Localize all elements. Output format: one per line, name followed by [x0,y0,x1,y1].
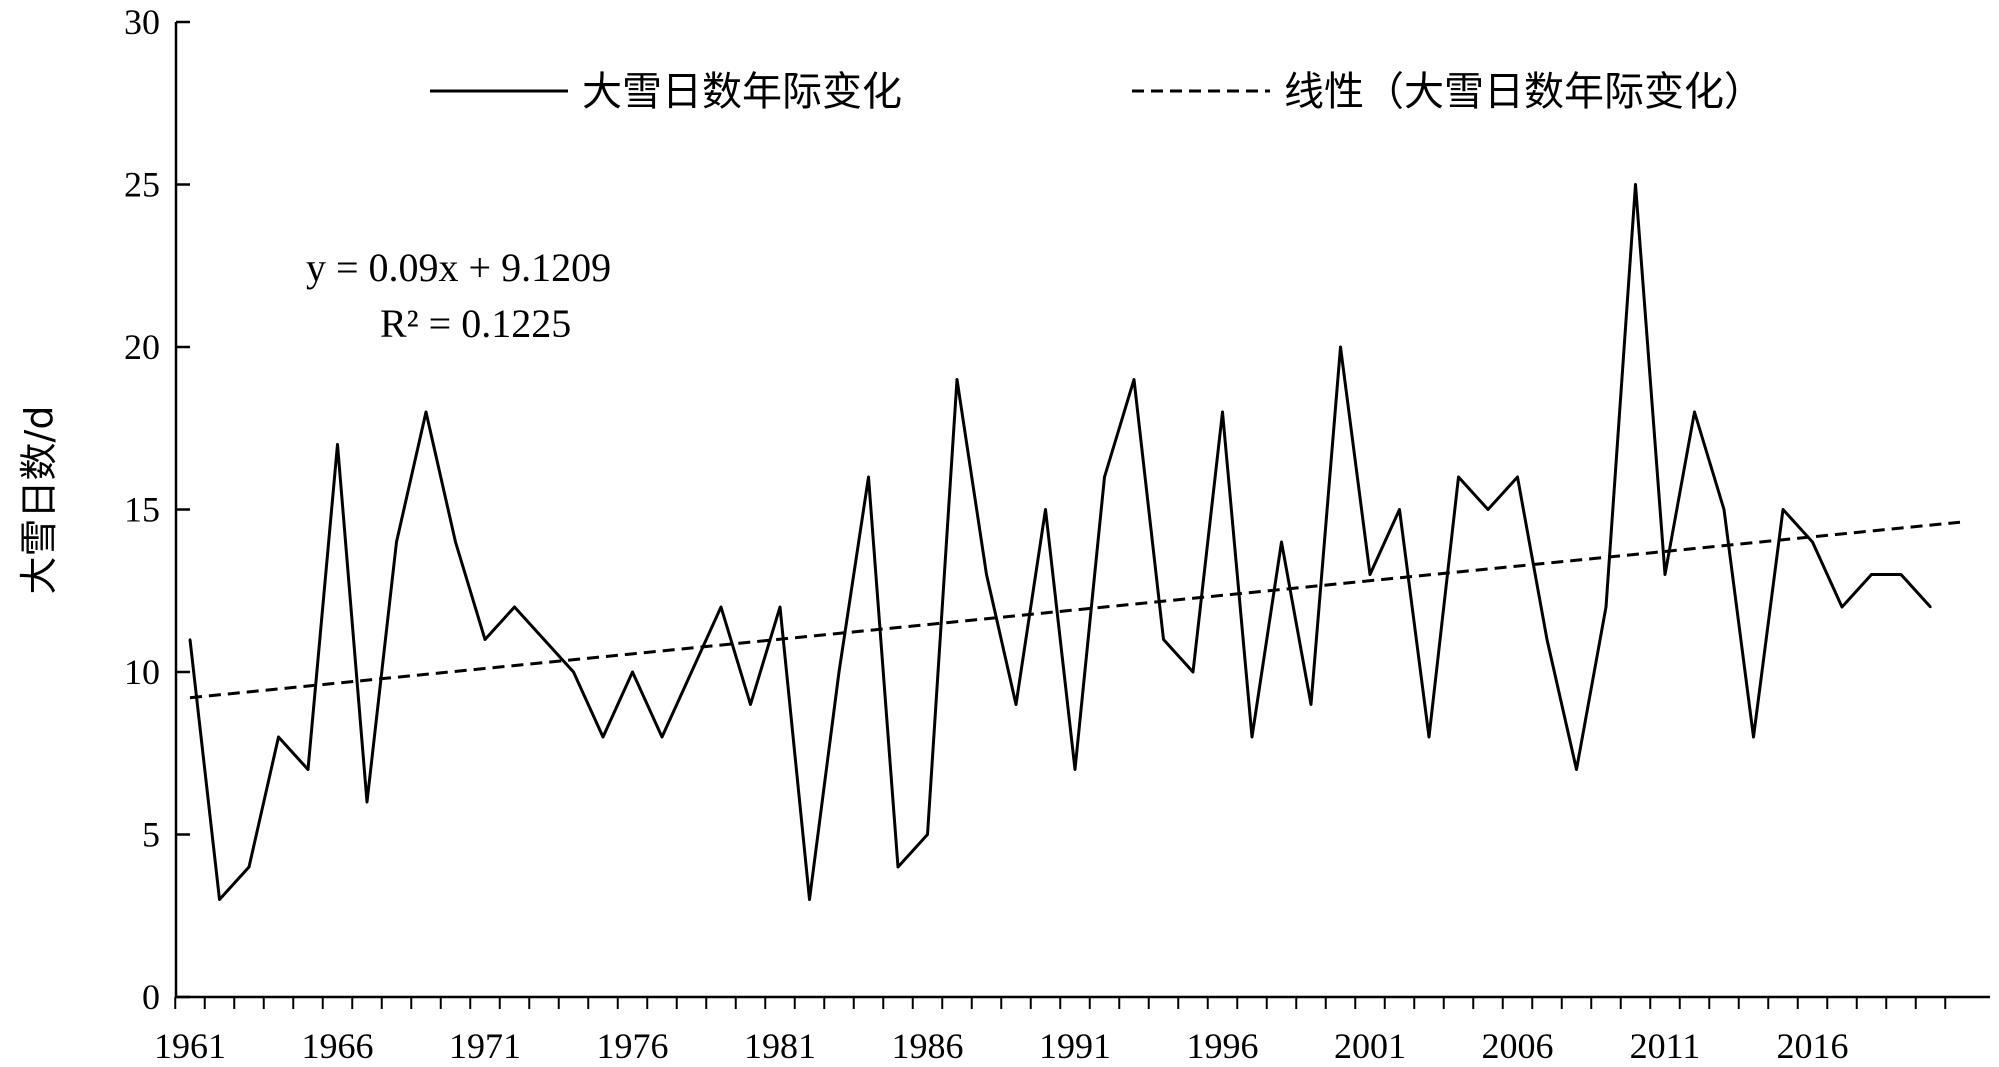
data-point [1398,508,1401,511]
data-point [1457,475,1460,479]
data-point [277,735,280,739]
y-tick-label: 5 [142,815,160,855]
data-point [955,378,959,381]
data-point [660,735,664,739]
x-tick-label: 1996 [1187,1026,1259,1066]
data-point [926,833,929,836]
data-point [631,670,634,674]
data-point [1870,573,1873,576]
data-point [1162,638,1165,641]
data-point [1929,605,1932,609]
data-point [1693,410,1696,414]
data-point [542,638,546,641]
legend: 大雪日数年际变化 线性（大雪日数年际变化） [430,69,1764,115]
x-tick-label: 2016 [1777,1026,1849,1066]
data-point [1899,573,1903,576]
data-point [1368,573,1372,576]
data-point [1309,703,1313,706]
data-point [1634,183,1637,186]
y-tick-label: 0 [142,977,160,1017]
data-point [1516,475,1519,479]
x-tick-label: 2001 [1334,1026,1406,1066]
data-point [336,443,339,446]
data-point [513,605,516,609]
data-point [424,410,428,414]
data-point [1191,670,1195,674]
data-point [1103,475,1106,479]
data-point [365,800,369,804]
trend-line [189,520,1961,700]
data-point [985,573,988,576]
data-point [749,703,752,706]
data-point [1073,768,1077,771]
legend-label-solid: 大雪日数年际变化 [582,69,902,115]
data-point [1486,508,1490,511]
data-point [601,735,605,739]
x-tick-label: 1966 [302,1026,374,1066]
x-tick-label: 1981 [744,1026,816,1066]
x-tick-label: 2011 [1630,1026,1701,1066]
trend-equation: y = 0.09x + 9.1209 [306,245,611,290]
series-layer [188,183,1961,901]
data-point [483,638,487,641]
data-point [719,605,723,609]
x-tick-label: 1971 [449,1026,521,1066]
y-tick-label: 10 [124,652,160,692]
data-point [1781,508,1785,511]
data-point [1221,410,1224,414]
y-tick-label: 25 [124,165,160,205]
y-tick-label: 20 [124,327,160,367]
data-point [808,898,811,901]
data-point [1014,703,1018,706]
data-point [1663,573,1667,576]
ticks: 0 5 10 15 20 25 30 1961 1966 1971 1976 1981 1986 1991… [124,2,1947,1066]
x-tick-label: 1976 [597,1026,669,1066]
data-point [395,540,398,544]
data-point [1280,540,1283,544]
data-point [306,768,310,771]
data-point [572,670,575,674]
data-point [1811,540,1814,544]
data-point [837,670,841,674]
data-point [1752,735,1755,739]
data-point [1722,508,1726,511]
data-point [690,670,693,674]
data-point [218,898,221,901]
data-point [896,865,900,869]
data-point [1840,605,1844,609]
data-point [188,638,192,641]
data-point [1604,605,1608,609]
x-tick-label: 1961 [154,1026,226,1066]
data-point [1545,638,1549,641]
data-point [1339,345,1342,349]
y-tick-label: 30 [124,2,160,42]
data-point [454,540,457,544]
data-point [1250,735,1254,739]
x-tick-label: 1991 [1039,1026,1111,1066]
x-tick-label: 1986 [892,1026,964,1066]
data-point [1427,735,1431,739]
data-point [1132,378,1136,381]
series-line [188,183,1932,901]
data-point [778,605,782,609]
y-tick-label: 15 [124,490,160,530]
legend-label-dashed: 线性（大雪日数年际变化） [1284,69,1764,115]
data-point [1575,768,1578,771]
data-point [1044,508,1047,511]
x-tick-label: 2006 [1482,1026,1554,1066]
data-point [247,865,251,869]
r-squared: R² = 0.1225 [380,301,571,346]
data-point [867,475,870,479]
y-axis-title: 大雪日数/d [17,406,61,595]
